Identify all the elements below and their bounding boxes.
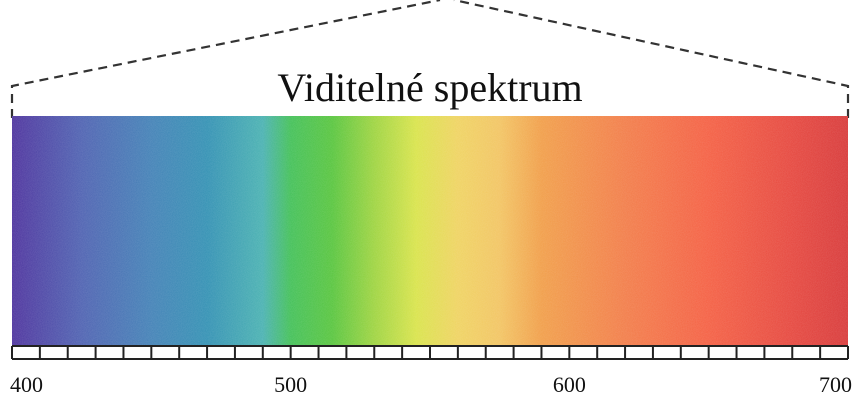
tick-label-600: 600 [553, 372, 586, 397]
ruler-ticks [11, 346, 849, 359]
ruler-labels: 400 500 600 700 [10, 372, 852, 397]
zoom-line-right [453, 0, 850, 118]
spectrum-title: Viditelné spektrum [277, 65, 583, 110]
tick-label-500: 500 [274, 372, 307, 397]
tick-label-700: 700 [819, 372, 852, 397]
spectrum-texture [12, 116, 848, 345]
tick-label-400: 400 [10, 372, 43, 397]
zoom-line-left [10, 0, 441, 118]
